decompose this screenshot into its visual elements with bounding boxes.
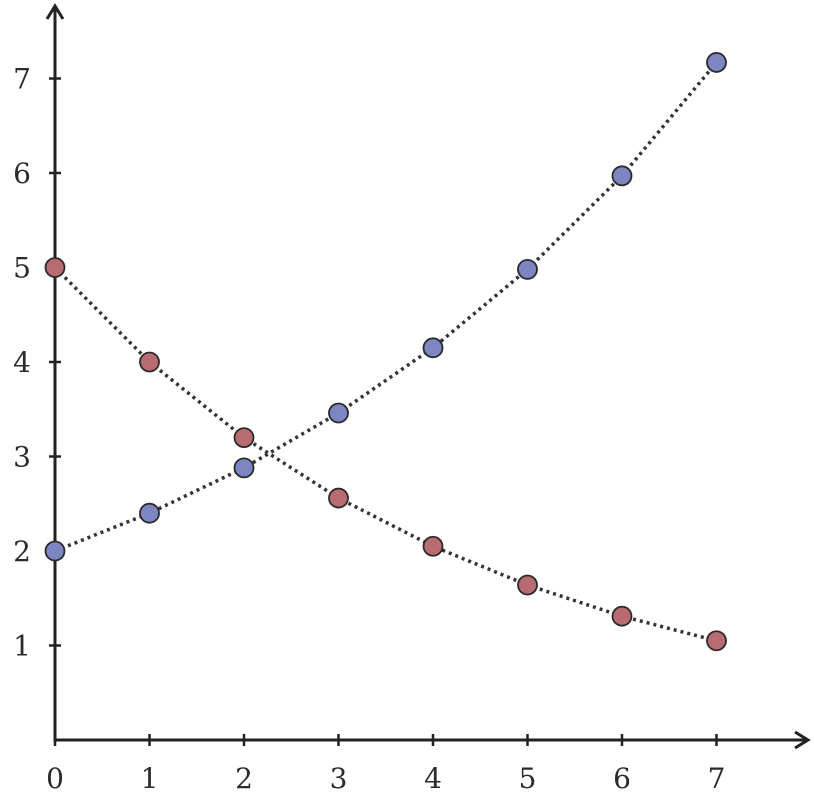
series-2-point <box>611 605 633 627</box>
x-tick-label: 7 <box>708 762 726 795</box>
x-tick-label: 2 <box>235 762 253 795</box>
series-2-point <box>139 351 160 373</box>
y-tick-label: 7 <box>13 63 31 96</box>
series-1-line <box>54 61 718 553</box>
y-tick-label: 2 <box>13 535 31 568</box>
x-tick-label: 6 <box>613 762 631 795</box>
series-points <box>44 52 727 652</box>
series-1-point <box>44 540 66 562</box>
series-1-point <box>328 402 349 424</box>
x-axis-arrow <box>794 730 811 750</box>
series-1-point <box>517 258 538 280</box>
y-tick-label: 6 <box>13 157 31 190</box>
x-tick-label: 3 <box>330 762 348 795</box>
series-2-line <box>53 266 717 643</box>
series-lines <box>53 61 718 643</box>
x-axis-ticks: 0 1 2 3 4 5 6 7 <box>46 734 725 795</box>
y-axis-arrow <box>45 3 65 20</box>
series-1-point <box>422 337 444 359</box>
axes <box>45 3 811 750</box>
x-tick-label: 0 <box>46 762 64 795</box>
series-2-point <box>706 630 727 652</box>
series-1-point <box>706 52 727 73</box>
x-tick-label: 5 <box>519 762 537 795</box>
series-2-point <box>517 574 538 596</box>
series-2-point <box>422 535 444 557</box>
y-tick-label: 3 <box>13 441 31 474</box>
series-2-point <box>44 257 66 278</box>
series-2-point <box>328 487 349 509</box>
y-tick-label: 5 <box>13 252 31 285</box>
series-2-point <box>233 427 255 449</box>
x-tick-label: 1 <box>141 762 159 795</box>
x-tick-label: 4 <box>424 762 442 795</box>
y-tick-label: 4 <box>13 346 31 379</box>
series-1-point <box>233 457 255 479</box>
series-1-point <box>611 165 633 187</box>
y-tick-label: 1 <box>13 630 31 663</box>
series-1-point <box>139 502 160 524</box>
